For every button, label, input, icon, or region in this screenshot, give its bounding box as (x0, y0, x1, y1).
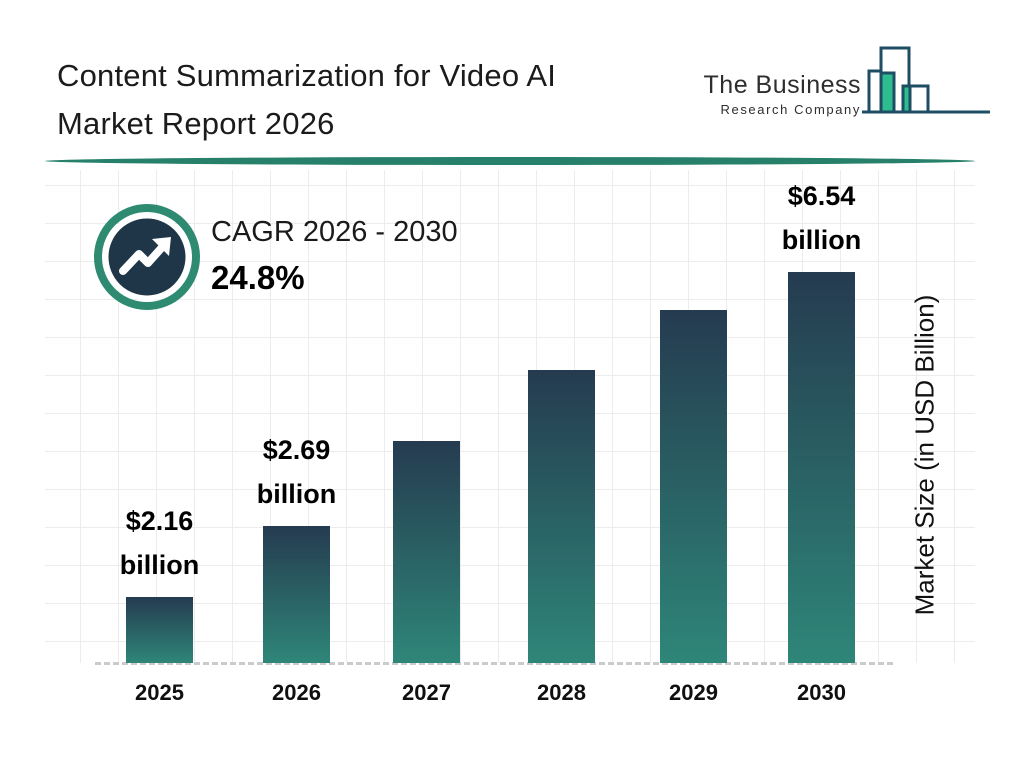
bar-2029 (660, 310, 727, 663)
brand-name-line2: Research Company (720, 102, 861, 117)
brand-name-line1: The Business (703, 71, 861, 99)
brand-name: The Business Research Company (704, 71, 861, 117)
value-amount-2030: $6.54 (787, 181, 856, 211)
bar-group-2028: 2028 (528, 170, 595, 705)
value-unit-2026: billion (256, 479, 337, 509)
bar-group-2025: $2.16 billion 2025 (120, 170, 199, 705)
value-unit-2030: billion (781, 225, 862, 255)
bar-2027 (393, 441, 460, 663)
value-label-2030: $6.54 billion (737, 174, 907, 262)
value-label-2026: $2.69 billion (212, 428, 382, 516)
bar-group-2026: $2.69 billion 2026 (257, 170, 336, 705)
trend-up-icon (119, 237, 171, 275)
bar-2028 (528, 370, 595, 663)
cagr-callout: CAGR 2026 - 2030 24.8% (211, 216, 458, 297)
brand-chart-icon (862, 46, 990, 114)
bar-2026 (263, 526, 330, 663)
bar-group-2029: 2029 (660, 170, 727, 705)
value-amount-2025: $2.16 (125, 506, 194, 536)
report-title: Content Summarization for Video AI Marke… (57, 52, 737, 148)
x-axis-baseline (95, 662, 893, 665)
x-tick-2030: 2030 (797, 680, 846, 705)
value-unit-2025: billion (119, 550, 200, 580)
bar-plot: $2.16 billion 2025 $2.69 billion 2026 2027 2028… (95, 170, 893, 705)
x-tick-2029: 2029 (669, 680, 718, 705)
cagr-period-label: CAGR 2026 - 2030 (211, 216, 458, 248)
report-title-line2: Market Report 2026 (57, 106, 335, 141)
x-tick-2026: 2026 (272, 680, 321, 705)
x-tick-2028: 2028 (537, 680, 586, 705)
x-tick-2027: 2027 (402, 680, 451, 705)
report-title-line1: Content Summarization for Video AI (57, 58, 557, 93)
y-axis-label: Market Size (in USD Billion) (909, 294, 940, 616)
value-amount-2026: $2.69 (262, 435, 331, 465)
bar-2025 (126, 597, 193, 663)
bar-2030 (788, 272, 855, 663)
bar-group-2030: $6.54 billion 2030 (782, 170, 861, 705)
cagr-value: 24.8% (211, 259, 305, 296)
x-tick-2025: 2025 (135, 680, 184, 705)
header-divider (45, 157, 975, 165)
trend-up-badge (94, 204, 200, 310)
value-label-2025: $2.16 billion (75, 499, 245, 587)
bar-group-2027: 2027 (393, 170, 460, 705)
brand-logo: The Business Research Company (704, 35, 996, 127)
